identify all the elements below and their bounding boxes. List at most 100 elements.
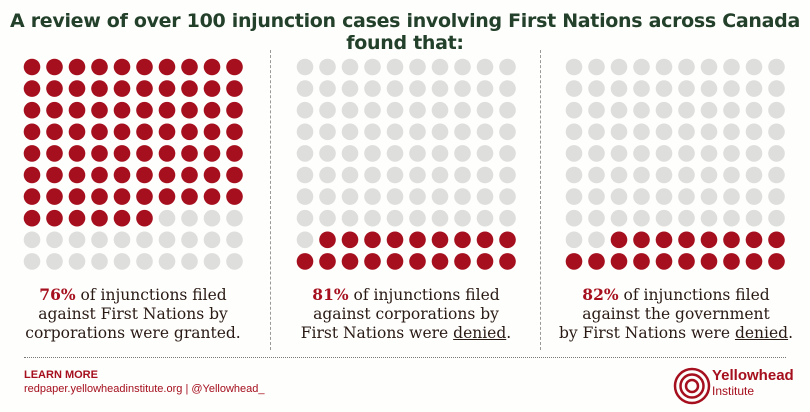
waffle-dot-filled: [409, 253, 426, 270]
waffle-dot-empty: [319, 209, 336, 227]
waffle-dot-filled: [723, 231, 740, 249]
waffle-dot-filled: [68, 123, 86, 141]
caption-text: against First Nations by: [38, 305, 228, 323]
waffle-dot-filled: [158, 188, 176, 205]
waffle-dot-empty: [768, 209, 785, 227]
waffle-dot-empty: [386, 145, 404, 162]
waffle-dot-filled: [91, 145, 108, 162]
yellowhead-logo-icon: [673, 367, 711, 405]
waffle-dot-filled: [454, 231, 471, 249]
waffle-dot-empty: [409, 80, 426, 97]
waffle-dot-empty: [203, 253, 221, 270]
waffle-dot-empty: [454, 101, 471, 119]
waffle-dot-empty: [745, 80, 763, 97]
waffle-dot-empty: [499, 123, 516, 141]
waffle-dot-empty: [633, 166, 650, 184]
caption-text: corporations were granted.: [25, 324, 241, 342]
waffle-dot-empty: [476, 188, 494, 205]
waffle-dot-empty: [364, 58, 381, 76]
waffle-dot-filled: [203, 145, 221, 162]
waffle-dot-empty: [364, 145, 381, 162]
waffle-dot-empty: [499, 101, 516, 119]
waffle-dot-filled: [226, 123, 243, 141]
waffle-dot-empty: [655, 166, 673, 184]
waffle-dot-empty: [588, 145, 605, 162]
waffle-dot-empty: [364, 209, 381, 227]
waffle-dot-filled: [341, 253, 359, 270]
waffle-dot-filled: [91, 166, 108, 184]
waffle-dot-empty: [364, 123, 381, 141]
waffle-dot-empty: [633, 101, 650, 119]
waffle-dot-filled: [23, 188, 41, 205]
waffle-dot-empty: [745, 145, 763, 162]
waffle-dot-filled: [68, 209, 86, 227]
waffle-dot-empty: [296, 188, 314, 205]
waffle-dot-empty: [409, 166, 426, 184]
waffle-dot-empty: [610, 58, 628, 76]
waffle-dot-filled: [158, 166, 176, 184]
waffle-dot-empty: [610, 145, 628, 162]
waffle-dot-empty: [633, 188, 650, 205]
waffle-dot-empty: [409, 101, 426, 119]
waffle-dot-empty: [565, 231, 583, 249]
waffle-dot-empty: [296, 58, 314, 76]
caption-2: 81% of injunctions filed against corpora…: [276, 285, 536, 343]
waffle-dot-filled: [181, 145, 198, 162]
divider: [270, 50, 271, 350]
waffle-dot-filled: [499, 253, 516, 270]
waffle-dot-empty: [723, 209, 740, 227]
waffle-dot-empty: [68, 253, 86, 270]
waffle-dot-filled: [226, 145, 243, 162]
waffle-dot-filled: [610, 253, 628, 270]
waffle-dot-filled: [181, 188, 198, 205]
waffle-dot-empty: [565, 166, 583, 184]
waffle-dot-filled: [226, 80, 243, 97]
waffle-dot-filled: [23, 101, 41, 119]
waffle-dot-filled: [181, 58, 198, 76]
waffle-dot-empty: [431, 123, 449, 141]
waffle-dot-filled: [454, 253, 471, 270]
waffle-dot-empty: [319, 188, 336, 205]
caption-text: by First Nations were: [558, 324, 735, 342]
waffle-dot-filled: [386, 253, 404, 270]
waffle-dot-empty: [409, 58, 426, 76]
waffle-dot-empty: [700, 123, 718, 141]
waffle-dot-filled: [113, 145, 131, 162]
waffle-dot-filled: [68, 166, 86, 184]
waffle-dot-empty: [768, 145, 785, 162]
waffle-dot-filled: [610, 231, 628, 249]
waffle-dot-empty: [319, 123, 336, 141]
waffle-dot-filled: [565, 253, 583, 270]
waffle-dot-empty: [386, 188, 404, 205]
waffle-dot-empty: [655, 209, 673, 227]
waffle-dot-empty: [386, 166, 404, 184]
waffle-dot-filled: [136, 101, 153, 119]
brand: Yellowhead Institute: [712, 368, 794, 399]
waffle-dot-empty: [633, 58, 650, 76]
waffle-dot-filled: [46, 123, 63, 141]
waffle-dot-empty: [723, 80, 740, 97]
footer-links[interactable]: redpaper.yellowheadinstitute.org | @Yell…: [24, 383, 265, 395]
waffle-dot-empty: [745, 209, 763, 227]
waffle-dot-empty: [386, 101, 404, 119]
caption-1: 76% of injunctions filed against First N…: [3, 285, 263, 343]
waffle-dot-filled: [136, 188, 153, 205]
waffle-dot-filled: [46, 209, 63, 227]
waffle-dot-filled: [46, 80, 63, 97]
waffle-dot-filled: [700, 231, 718, 249]
waffle-dot-empty: [341, 145, 359, 162]
waffle-dot-filled: [91, 209, 108, 227]
waffle-dot-empty: [745, 188, 763, 205]
waffle-dot-empty: [678, 80, 695, 97]
waffle-dot-filled: [46, 188, 63, 205]
waffle-dot-filled: [113, 58, 131, 76]
waffle-dot-empty: [610, 166, 628, 184]
waffle-dot-filled: [181, 166, 198, 184]
waffle-dot-filled: [364, 253, 381, 270]
waffle-dot-empty: [700, 58, 718, 76]
waffle-dot-empty: [386, 80, 404, 97]
waffle-dot-empty: [655, 101, 673, 119]
waffle-dot-empty: [610, 209, 628, 227]
caption-emphasis: denied: [734, 324, 789, 342]
